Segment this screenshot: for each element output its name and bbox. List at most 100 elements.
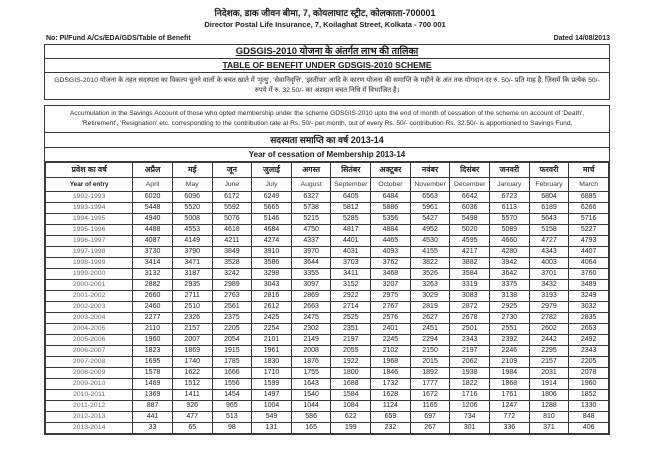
benefit-value-cell: 1984 bbox=[489, 367, 530, 379]
benefit-value-cell: 4401 bbox=[330, 235, 372, 247]
benefit-value-cell: 5356 bbox=[370, 213, 411, 225]
table-row: 2008-2009 1578 1622 1666 1710 1755 1800 1846 189… bbox=[44, 367, 609, 379]
cessation-year-header-english: Year of cessation of Membership 2013-14 bbox=[45, 148, 609, 162]
benefit-value-cell: 1512 bbox=[171, 378, 213, 390]
benefit-value-cell: 4940 bbox=[132, 213, 173, 225]
benefit-value-cell: 2460 bbox=[132, 301, 173, 313]
benefit-value-cell: 3471 bbox=[171, 257, 213, 269]
benefit-value-cell: 5592 bbox=[211, 202, 253, 214]
year-of-entry-cell: 2002-2003 bbox=[44, 301, 134, 313]
benefit-value-cell: 2882 bbox=[132, 279, 173, 291]
benefit-value-cell: 2551 bbox=[489, 323, 530, 335]
benefit-value-cell: 513 bbox=[211, 411, 253, 423]
benefit-value-cell: 1556 bbox=[211, 378, 253, 390]
month-header-hindi: जनवरी bbox=[489, 162, 530, 178]
benefit-value-cell: 1369 bbox=[132, 389, 173, 401]
benefit-value-cell: 6096 bbox=[171, 191, 213, 203]
benefit-value-cell: 2101 bbox=[251, 334, 292, 346]
benefit-value-cell: 2501 bbox=[449, 323, 491, 335]
benefit-value-cell: 622 bbox=[330, 411, 372, 423]
benefit-value-cell: 4553 bbox=[171, 224, 213, 236]
benefit-value-cell: 3762 bbox=[370, 257, 411, 269]
year-of-entry-cell: 2001-2002 bbox=[44, 290, 134, 302]
benefit-value-cell: 3528 bbox=[211, 257, 253, 269]
benefit-value-cell: 5570 bbox=[489, 213, 530, 225]
benefit-value-cell: 2767 bbox=[370, 301, 411, 313]
benefit-value-cell: 6036 bbox=[449, 202, 491, 214]
benefit-value-cell: 1540 bbox=[290, 389, 332, 401]
benefit-value-cell: 2576 bbox=[370, 312, 411, 324]
benefit-value-cell: 3097 bbox=[290, 279, 332, 291]
benefit-value-cell: 4530 bbox=[409, 235, 451, 247]
benefit-value-cell: 1914 bbox=[528, 378, 570, 390]
benefit-value-cell: 441 bbox=[132, 411, 173, 423]
benefit-value-cell: 2078 bbox=[568, 367, 609, 379]
table-row: 1995-1996 4488 4553 4618 4684 4750 4817 4884 495… bbox=[44, 224, 609, 236]
benefit-value-cell: 2302 bbox=[290, 323, 332, 335]
table-row: 1993-1994 5448 5520 5592 5665 5738 5812 5886 596… bbox=[44, 202, 609, 214]
year-of-entry-cell: 2010-2011 bbox=[44, 389, 134, 401]
month-header-english: February bbox=[528, 177, 570, 192]
benefit-value-cell: 2205 bbox=[568, 356, 609, 368]
benefit-value-cell: 33 bbox=[132, 422, 173, 434]
table-row: 1992-1993 6020 6096 6172 6249 6327 6405 6484 656… bbox=[44, 191, 609, 203]
year-of-entry-cell: 1996-1997 bbox=[44, 235, 134, 247]
benefit-value-cell: 5665 bbox=[251, 202, 292, 214]
month-header-hindi: जून bbox=[211, 162, 253, 178]
benefit-value-cell: 232 bbox=[370, 422, 411, 434]
table-row: 2005-2006 1960 2007 2054 2101 2149 2197 2245 229… bbox=[44, 334, 609, 346]
benefit-value-cell: 3910 bbox=[251, 246, 292, 258]
benefit-value-cell: 1643 bbox=[290, 378, 332, 390]
benefit-value-cell: 1695 bbox=[132, 356, 173, 368]
benefit-value-cell: 1716 bbox=[449, 389, 491, 401]
benefit-value-cell: 1830 bbox=[251, 356, 292, 368]
month-header-hindi: अगस्त bbox=[290, 162, 332, 178]
benefit-value-cell: 6172 bbox=[211, 191, 253, 203]
benefit-value-cell: 3152 bbox=[330, 279, 372, 291]
benefit-value-cell: 267 bbox=[409, 422, 451, 434]
year-of-entry-cell: 2006-2007 bbox=[44, 345, 134, 357]
benefit-value-cell: 6249 bbox=[251, 191, 292, 203]
benefit-value-cell: 3193 bbox=[528, 290, 570, 302]
benefit-value-cell: 1960 bbox=[568, 378, 609, 390]
benefit-value-cell: 2007 bbox=[171, 334, 213, 346]
benefit-value-cell: 1846 bbox=[370, 367, 411, 379]
benefit-value-cell: 1288 bbox=[528, 400, 570, 412]
benefit-value-cell: 2561 bbox=[211, 301, 253, 313]
benefit-table: प्रवेश का वर्ष अप्रैल मई जून जुलाई अगस्त सितं… bbox=[44, 162, 609, 434]
benefit-value-cell: 3319 bbox=[449, 279, 491, 291]
benefit-value-cell: 1411 bbox=[171, 389, 213, 401]
benefit-value-cell: 1915 bbox=[211, 345, 253, 357]
benefit-value-cell: 3043 bbox=[251, 279, 292, 291]
table-row: 2002-2003 2460 2510 2561 2612 2663 2714 2767 281… bbox=[44, 301, 609, 313]
benefit-value-cell: 4149 bbox=[171, 235, 213, 247]
benefit-value-cell: 6804 bbox=[528, 191, 570, 203]
benefit-value-cell: 1892 bbox=[409, 367, 451, 379]
benefit-value-cell: 4684 bbox=[251, 224, 292, 236]
benefit-value-cell: 1922 bbox=[330, 356, 372, 368]
benefit-value-cell: 1800 bbox=[330, 367, 372, 379]
benefit-value-cell: 165 bbox=[290, 422, 332, 434]
year-of-entry-cell: 1995-1996 bbox=[44, 224, 134, 236]
benefit-value-cell: 3187 bbox=[171, 268, 213, 280]
table-row: 1999-2000 3132 3187 3242 3298 3355 3411 3468 352… bbox=[44, 268, 609, 280]
benefit-value-cell: 2653 bbox=[568, 323, 609, 335]
table-row: 2007-2008 1695 1740 1785 1830 1876 1922 1968 201… bbox=[44, 356, 609, 368]
benefit-value-cell: 5227 bbox=[568, 224, 609, 236]
letterhead-line-hindi: निदेशक, डाक जीवन बीमा, 7, कोयलाघाट स्ट्र… bbox=[214, 8, 436, 18]
benefit-value-cell: 4618 bbox=[211, 224, 253, 236]
month-header-english: July bbox=[251, 177, 292, 192]
benefit-value-cell: 2922 bbox=[330, 290, 372, 302]
title-and-hindi-description-box: GDSGIS-2010 योजना के अंतर्गत लाभ की तालि… bbox=[44, 44, 610, 100]
benefit-value-cell: 2343 bbox=[568, 345, 609, 357]
year-of-entry-cell: 2013-2014 bbox=[44, 422, 134, 434]
month-header-hindi: दिसंबर bbox=[449, 162, 491, 178]
benefit-value-cell: 5812 bbox=[330, 202, 372, 214]
benefit-value-cell: 3822 bbox=[409, 257, 451, 269]
month-header-hindi: फरवरी bbox=[528, 162, 570, 178]
table-row: 1994-1995 4940 5008 5076 5146 5215 5285 5356 542… bbox=[44, 213, 609, 225]
benefit-value-cell: 2254 bbox=[251, 323, 292, 335]
benefit-value-cell: 4488 bbox=[132, 224, 173, 236]
document-title-hindi: GDSGIS-2010 योजना के अंतर्गत लाभ की तालि… bbox=[45, 45, 609, 59]
benefit-value-cell: 3298 bbox=[251, 268, 292, 280]
